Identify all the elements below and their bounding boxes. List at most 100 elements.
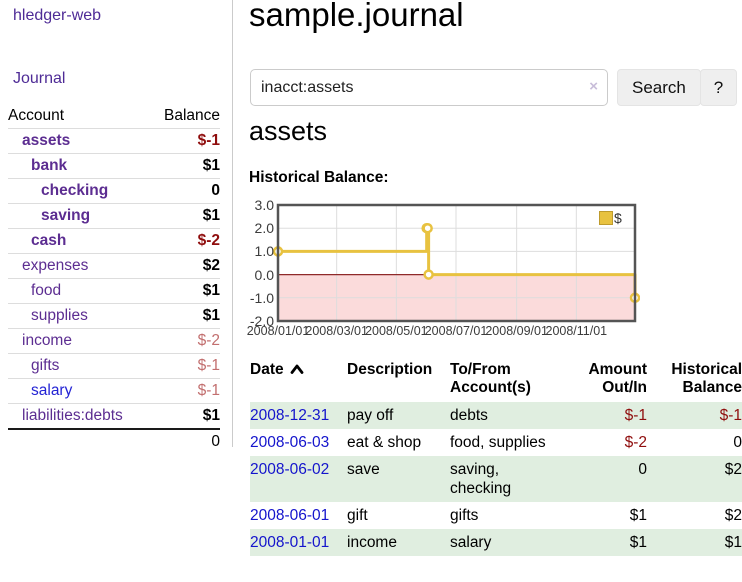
y-tick-label: 0.0: [254, 266, 274, 283]
transaction-balance: 0: [733, 434, 742, 451]
account-row: income $-2: [8, 328, 220, 354]
account-row: expenses $2: [8, 253, 220, 279]
accounts-col-balance: Balance: [150, 104, 220, 129]
account-row: liabilities:debts $1: [8, 403, 220, 430]
transaction-date-link[interactable]: 2008-12-31: [250, 407, 330, 424]
transaction-balance: $-1: [719, 407, 742, 424]
transaction-date-link[interactable]: 2008-06-02: [250, 461, 330, 478]
chart-title: Historical Balance:: [249, 169, 389, 186]
account-row: assets $-1: [8, 128, 220, 154]
legend-label: $: [614, 210, 622, 226]
account-link-checking[interactable]: checking: [41, 182, 109, 199]
account-balance: $-1: [150, 353, 220, 379]
account-link-cash[interactable]: cash: [31, 232, 67, 249]
account-balance: $1: [150, 203, 220, 229]
accounts-total: 0: [211, 433, 220, 450]
account-row: cash $-2: [8, 228, 220, 254]
app-brand-link[interactable]: hledger-web: [13, 7, 102, 24]
transaction-row: 2008-06-01 gift gifts $1 $2: [250, 502, 742, 529]
search-input-wrap: ×: [250, 69, 608, 106]
page-title: sample.journal: [249, 0, 464, 33]
account-link-bank[interactable]: bank: [31, 157, 68, 174]
help-button[interactable]: ?: [700, 69, 737, 106]
transaction-accounts: food, supplies: [450, 434, 546, 451]
clear-search-icon[interactable]: ×: [589, 78, 598, 95]
account-link-gifts[interactable]: gifts: [31, 357, 60, 374]
transaction-row: 2008-12-31 pay off debts $-1 $-1: [250, 402, 742, 429]
transaction-description: income: [347, 534, 397, 551]
accounts-col-account: Account: [8, 104, 151, 129]
transaction-amount: $-2: [624, 434, 647, 451]
account-link-supplies[interactable]: supplies: [31, 307, 88, 324]
account-balance: $1: [150, 303, 220, 329]
account-row: bank $1: [8, 153, 220, 179]
transaction-amount: $1: [629, 507, 647, 524]
transaction-description: eat & shop: [347, 434, 422, 451]
register-header-row: Date Description To/From Account(s) Amou…: [250, 358, 742, 402]
account-link-expenses[interactable]: expenses: [22, 257, 89, 274]
y-tick-label: -1.0: [249, 289, 274, 306]
account-balance: 0: [150, 178, 220, 204]
accounts-table: Account Balance assets $-1 bank $1 check…: [8, 104, 220, 454]
accounts-table-header: Account Balance: [8, 104, 220, 129]
transaction-description: save: [347, 461, 380, 478]
x-tick-label: 2008/09/01: [485, 324, 548, 338]
account-balance: $1: [150, 403, 220, 430]
x-tick-label: 2008/03/01: [305, 324, 368, 338]
account-balance: $1: [150, 278, 220, 304]
sidebar: hledger-web Journal Account Balance asse…: [0, 0, 233, 450]
search-button[interactable]: Search: [617, 69, 701, 106]
transaction-date-link[interactable]: 2008-06-01: [250, 507, 330, 524]
sort-asc-icon: [290, 362, 304, 380]
chart-canvas: [272, 203, 640, 323]
register-col-date[interactable]: Date: [250, 358, 347, 402]
account-heading: assets: [249, 116, 328, 146]
account-link-liabilities-debts[interactable]: liabilities:debts: [22, 407, 123, 424]
account-link-salary[interactable]: salary: [31, 382, 73, 399]
transaction-accounts: salary: [450, 534, 492, 551]
transaction-date-link[interactable]: 2008-06-03: [250, 434, 330, 451]
account-row: checking 0: [8, 178, 220, 204]
transaction-date-link[interactable]: 2008-01-01: [250, 534, 330, 551]
search-input[interactable]: [250, 69, 608, 106]
account-balance: $1: [150, 153, 220, 179]
account-link-assets[interactable]: assets: [22, 132, 71, 149]
x-tick-label: 2008/05/01: [365, 324, 428, 338]
register-table: Date Description To/From Account(s) Amou…: [250, 358, 742, 556]
account-balance: $2: [150, 253, 220, 279]
accounts-total-row: 0: [8, 429, 220, 454]
historical-balance-chart: $ 3.0 2.0 1.0 0.0 -1.0 -2.0 2008/01/01 2008/03/…: [247, 197, 668, 345]
account-balance: $-1: [150, 128, 220, 154]
x-tick-label: 2008/07/01: [424, 324, 488, 338]
account-row: saving $1: [8, 203, 220, 229]
y-tick-label: 1.0: [254, 243, 274, 260]
account-link-income[interactable]: income: [22, 332, 72, 349]
transaction-row: 2008-01-01 income salary $1 $1: [250, 529, 742, 556]
chart-legend: $: [597, 209, 624, 227]
transaction-description: pay off: [347, 407, 394, 424]
register-col-description: Description: [347, 361, 433, 378]
account-link-food[interactable]: food: [31, 282, 62, 299]
y-tick-label: 3.0: [254, 197, 274, 213]
transaction-amount: $1: [629, 534, 647, 551]
main-content: sample.journal × Search ? assets Histori…: [247, 0, 742, 582]
transaction-row: 2008-06-03 eat & shop food, supplies $-2…: [250, 429, 742, 456]
transaction-accounts: saving, checking: [450, 461, 512, 497]
transaction-balance: $2: [724, 461, 742, 478]
account-balance: $-2: [150, 228, 220, 254]
sidebar-item-journal[interactable]: Journal: [13, 70, 66, 87]
account-row: food $1: [8, 278, 220, 304]
account-row: supplies $1: [8, 303, 220, 329]
account-row: gifts $-1: [8, 353, 220, 379]
transaction-balance: $1: [724, 534, 742, 551]
transaction-accounts: debts: [450, 407, 488, 424]
register-col-amount: Amount Out/In: [588, 361, 647, 396]
x-tick-label: 2008/11/01: [545, 324, 608, 338]
account-balance: $-2: [150, 328, 220, 354]
y-tick-label: -2.0: [249, 313, 274, 329]
y-tick-label: 2.0: [254, 220, 274, 237]
account-row: salary $-1: [8, 378, 220, 404]
account-link-saving[interactable]: saving: [41, 207, 91, 224]
transaction-accounts: gifts: [450, 507, 479, 524]
transaction-amount: 0: [638, 461, 647, 478]
